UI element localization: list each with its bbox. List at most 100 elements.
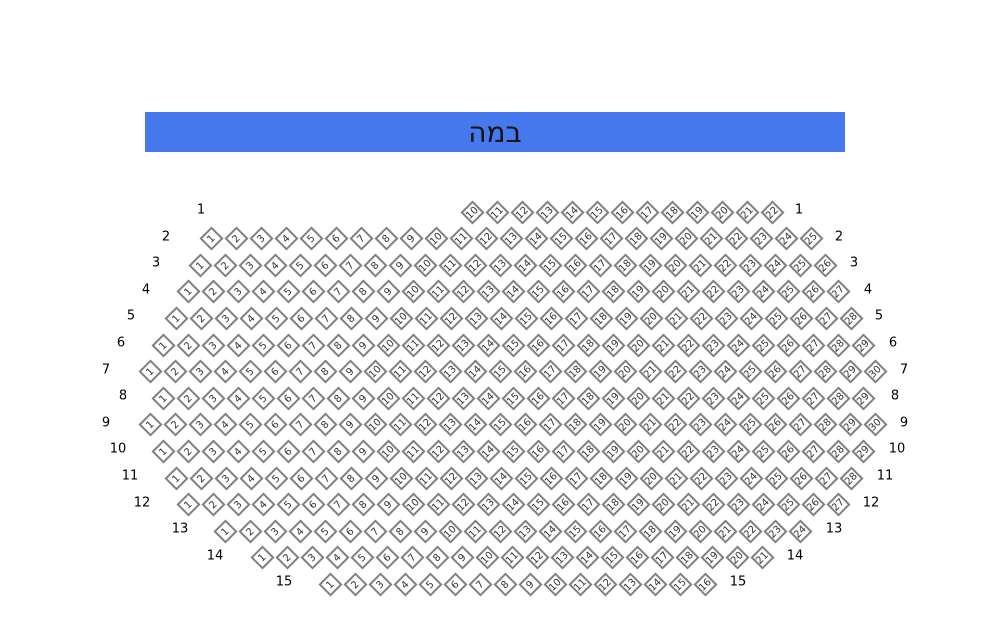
seat-row7-20[interactable]: 20	[612, 359, 638, 384]
seat-row4-22[interactable]: 22	[700, 279, 726, 304]
seat-row5-12[interactable]: 12	[438, 306, 464, 331]
seat-row3-17[interactable]: 17	[587, 253, 613, 278]
seat-row12-6[interactable]: 6	[300, 492, 326, 517]
seat-row2-17[interactable]: 17	[598, 226, 624, 251]
seat-row3-10[interactable]: 10	[412, 253, 438, 278]
seat-row13-4[interactable]: 4	[287, 519, 313, 544]
seat-row5-19[interactable]: 19	[613, 306, 639, 331]
seat-row14-20[interactable]: 20	[724, 545, 750, 570]
seat-row15-2[interactable]: 2	[342, 572, 368, 597]
seat-row4-9[interactable]: 9	[375, 279, 401, 304]
seat-row2-24[interactable]: 24	[773, 226, 799, 251]
seat-row4-16[interactable]: 16	[550, 279, 576, 304]
seat-row8-17[interactable]: 17	[550, 386, 576, 411]
seat-row11-21[interactable]: 21	[663, 465, 689, 491]
seat-row13-10[interactable]: 10	[437, 519, 463, 544]
seat-row4-21[interactable]: 21	[675, 279, 701, 304]
seat-row1-20[interactable]: 20	[709, 199, 735, 225]
seat-row12-7[interactable]: 7	[325, 492, 351, 517]
seat-row6-20[interactable]: 20	[625, 332, 651, 358]
seat-row7-9[interactable]: 9	[337, 359, 363, 384]
seat-row3-22[interactable]: 22	[712, 253, 738, 278]
seat-row2-12[interactable]: 12	[473, 226, 499, 251]
seat-row9-6[interactable]: 6	[262, 412, 288, 437]
seat-row14-14[interactable]: 14	[574, 545, 600, 570]
seat-row6-28[interactable]: 28	[825, 332, 851, 358]
seat-row3-9[interactable]: 9	[387, 253, 413, 278]
seat-row4-27[interactable]: 27	[825, 279, 851, 304]
seat-row14-13[interactable]: 13	[549, 545, 575, 570]
seat-row1-15[interactable]: 15	[584, 199, 610, 225]
seat-row5-23[interactable]: 23	[713, 306, 739, 331]
seat-row8-9[interactable]: 9	[350, 386, 376, 411]
seat-row5-25[interactable]: 25	[763, 306, 789, 331]
seat-row12-9[interactable]: 9	[375, 492, 401, 517]
seat-row9-10[interactable]: 10	[362, 412, 388, 437]
seat-row13-2[interactable]: 2	[237, 519, 263, 544]
seat-row6-26[interactable]: 26	[775, 332, 801, 358]
seat-row10-23[interactable]: 23	[700, 439, 726, 464]
seat-row1-13[interactable]: 13	[534, 199, 560, 225]
seat-row9-14[interactable]: 14	[462, 412, 488, 437]
seat-row5-4[interactable]: 4	[238, 306, 264, 331]
seat-row12-8[interactable]: 8	[350, 492, 376, 517]
seat-row8-22[interactable]: 22	[675, 386, 701, 411]
seat-row13-5[interactable]: 5	[312, 519, 338, 544]
seat-row10-16[interactable]: 16	[525, 439, 551, 464]
seat-row9-28[interactable]: 28	[812, 412, 838, 437]
seat-row3-13[interactable]: 13	[487, 253, 513, 278]
seat-row5-13[interactable]: 13	[463, 306, 489, 331]
seat-row2-13[interactable]: 13	[498, 226, 524, 251]
seat-row1-18[interactable]: 18	[659, 199, 685, 225]
seat-row3-15[interactable]: 15	[537, 253, 563, 278]
seat-row3-4[interactable]: 4	[262, 253, 288, 278]
seat-row11-13[interactable]: 13	[463, 465, 489, 491]
seat-row11-8[interactable]: 8	[338, 465, 364, 491]
seat-row14-2[interactable]: 2	[274, 545, 300, 570]
seat-row7-13[interactable]: 13	[437, 359, 463, 384]
seat-row11-3[interactable]: 3	[213, 465, 239, 491]
seat-row6-9[interactable]: 9	[350, 332, 376, 358]
seat-row2-5[interactable]: 5	[298, 226, 324, 251]
seat-row1-19[interactable]: 19	[684, 199, 710, 225]
seat-row1-17[interactable]: 17	[634, 199, 660, 225]
seat-row15-8[interactable]: 8	[492, 572, 518, 597]
seat-row12-5[interactable]: 5	[275, 492, 301, 517]
seat-row2-25[interactable]: 25	[798, 226, 824, 251]
seat-row11-28[interactable]: 28	[838, 465, 864, 491]
seat-row8-13[interactable]: 13	[450, 386, 476, 411]
seat-row3-5[interactable]: 5	[287, 253, 313, 278]
seat-row6-3[interactable]: 3	[200, 332, 226, 358]
seat-row8-3[interactable]: 3	[200, 386, 226, 411]
seat-row5-26[interactable]: 26	[788, 306, 814, 331]
seat-row4-18[interactable]: 18	[600, 279, 626, 304]
seat-row13-13[interactable]: 13	[512, 519, 538, 544]
seat-row2-16[interactable]: 16	[573, 226, 599, 251]
seat-row3-19[interactable]: 19	[637, 253, 663, 278]
seat-row5-17[interactable]: 17	[563, 306, 589, 331]
seat-row2-15[interactable]: 15	[548, 226, 574, 251]
seat-row14-3[interactable]: 3	[299, 545, 325, 570]
seat-row12-1[interactable]: 1	[175, 492, 201, 517]
seat-row1-14[interactable]: 14	[559, 199, 585, 225]
seat-row4-25[interactable]: 25	[775, 279, 801, 304]
seat-row4-2[interactable]: 2	[200, 279, 226, 304]
seat-row9-13[interactable]: 13	[437, 412, 463, 437]
seat-row6-27[interactable]: 27	[800, 332, 826, 358]
seat-row10-22[interactable]: 22	[675, 439, 701, 464]
seat-row12-18[interactable]: 18	[600, 492, 626, 517]
seat-row9-17[interactable]: 17	[537, 412, 563, 437]
seat-row1-10[interactable]: 10	[459, 199, 485, 225]
seat-row12-17[interactable]: 17	[575, 492, 601, 517]
seat-row11-18[interactable]: 18	[588, 465, 614, 491]
seat-row5-15[interactable]: 15	[513, 306, 539, 331]
seat-row2-6[interactable]: 6	[323, 226, 349, 251]
seat-row15-13[interactable]: 13	[617, 572, 643, 597]
seat-row11-14[interactable]: 14	[488, 465, 514, 491]
seat-row9-25[interactable]: 25	[737, 412, 763, 437]
seat-row10-10[interactable]: 10	[375, 439, 401, 464]
seat-row14-12[interactable]: 12	[524, 545, 550, 570]
seat-row13-21[interactable]: 21	[712, 519, 738, 544]
seat-row13-14[interactable]: 14	[537, 519, 563, 544]
seat-row8-18[interactable]: 18	[575, 386, 601, 411]
